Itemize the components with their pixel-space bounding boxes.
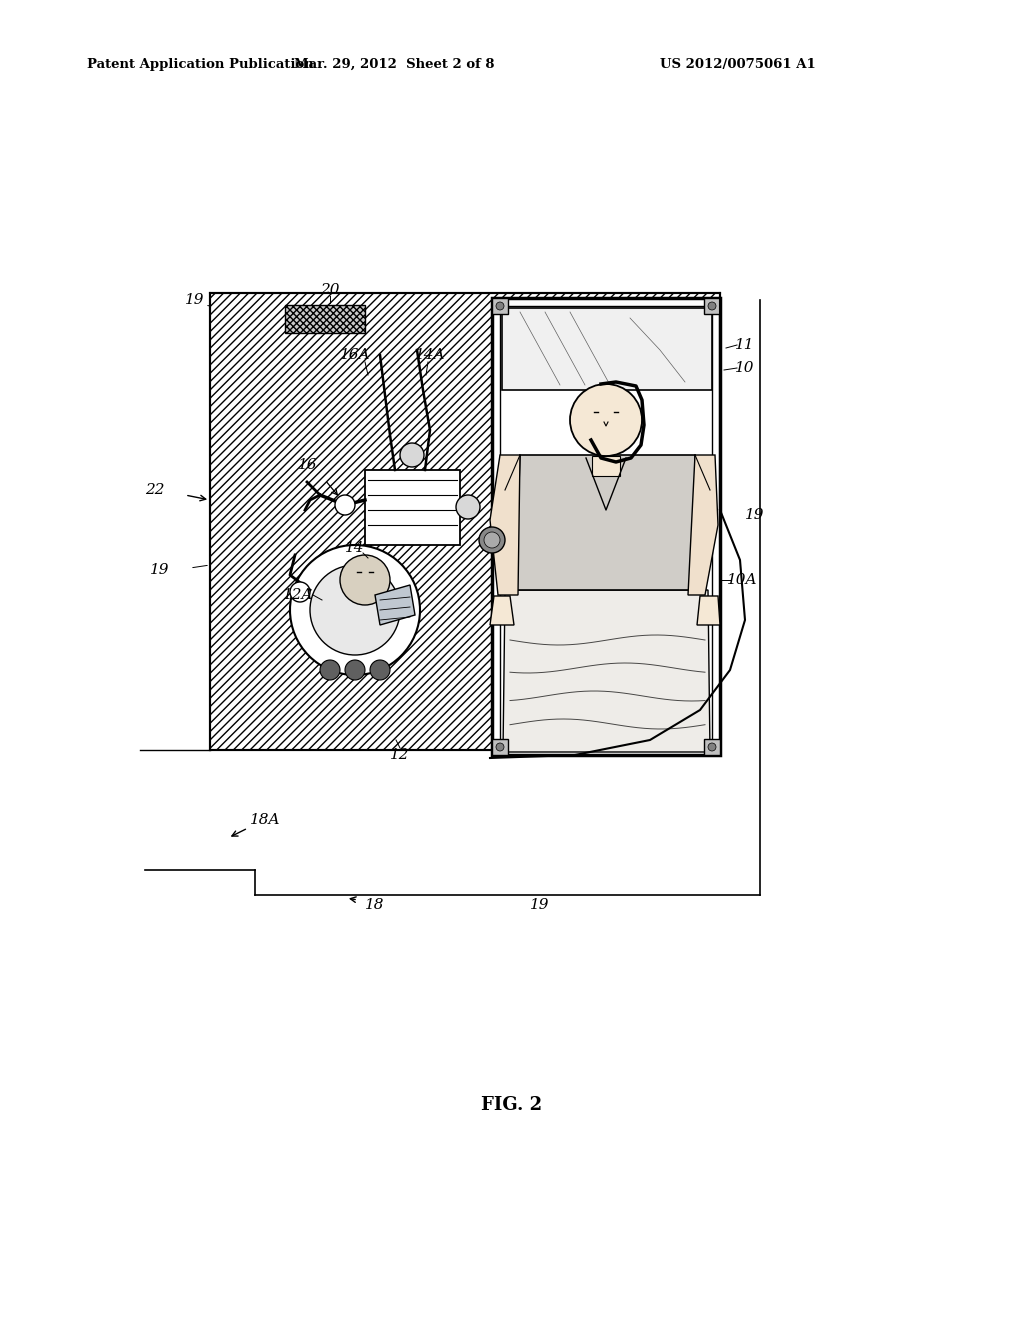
Circle shape (370, 660, 390, 680)
Text: 20: 20 (321, 282, 340, 297)
Circle shape (496, 302, 504, 310)
Text: 12: 12 (390, 748, 410, 762)
Text: 18A: 18A (250, 813, 281, 828)
Polygon shape (688, 455, 718, 595)
Polygon shape (697, 597, 720, 624)
Text: 22: 22 (145, 483, 165, 498)
Polygon shape (502, 308, 712, 389)
Text: 19: 19 (185, 293, 205, 308)
Text: 10A: 10A (727, 573, 758, 587)
Polygon shape (490, 597, 514, 624)
Circle shape (479, 527, 505, 553)
Circle shape (340, 554, 390, 605)
Polygon shape (375, 585, 415, 624)
Bar (592, 455, 620, 477)
Polygon shape (515, 455, 700, 590)
Circle shape (400, 444, 424, 467)
Polygon shape (490, 455, 520, 595)
Bar (500, 306, 712, 747)
Circle shape (335, 495, 355, 515)
Circle shape (319, 660, 340, 680)
Text: 14: 14 (345, 541, 365, 554)
Text: 18: 18 (366, 898, 385, 912)
Circle shape (310, 565, 400, 655)
Bar (492, 739, 508, 755)
Text: 16: 16 (298, 458, 317, 473)
Text: 10: 10 (735, 360, 755, 375)
Text: Patent Application Publication: Patent Application Publication (87, 58, 313, 71)
Text: 19: 19 (151, 564, 170, 577)
Polygon shape (503, 590, 710, 752)
Circle shape (708, 743, 716, 751)
Text: 12A: 12A (283, 587, 313, 602)
Text: US 2012/0075061 A1: US 2012/0075061 A1 (660, 58, 816, 71)
Bar (705, 298, 720, 314)
Polygon shape (490, 510, 745, 760)
Bar (365, 470, 460, 545)
Circle shape (290, 582, 310, 602)
Bar (285, 305, 365, 333)
Text: 16A: 16A (340, 348, 371, 362)
Text: 14A: 14A (415, 348, 445, 362)
Circle shape (496, 743, 504, 751)
Text: Mar. 29, 2012  Sheet 2 of 8: Mar. 29, 2012 Sheet 2 of 8 (294, 58, 495, 71)
Polygon shape (210, 293, 720, 750)
Text: 19: 19 (745, 508, 765, 521)
Bar (492, 298, 508, 314)
Circle shape (484, 532, 500, 548)
Circle shape (345, 660, 365, 680)
Circle shape (708, 302, 716, 310)
Circle shape (290, 545, 420, 675)
Circle shape (570, 384, 642, 455)
Bar (492, 298, 720, 755)
Text: 11: 11 (735, 338, 755, 352)
Text: FIG. 2: FIG. 2 (481, 1096, 543, 1114)
Bar (705, 739, 720, 755)
Circle shape (456, 495, 480, 519)
Text: 19: 19 (530, 898, 550, 912)
